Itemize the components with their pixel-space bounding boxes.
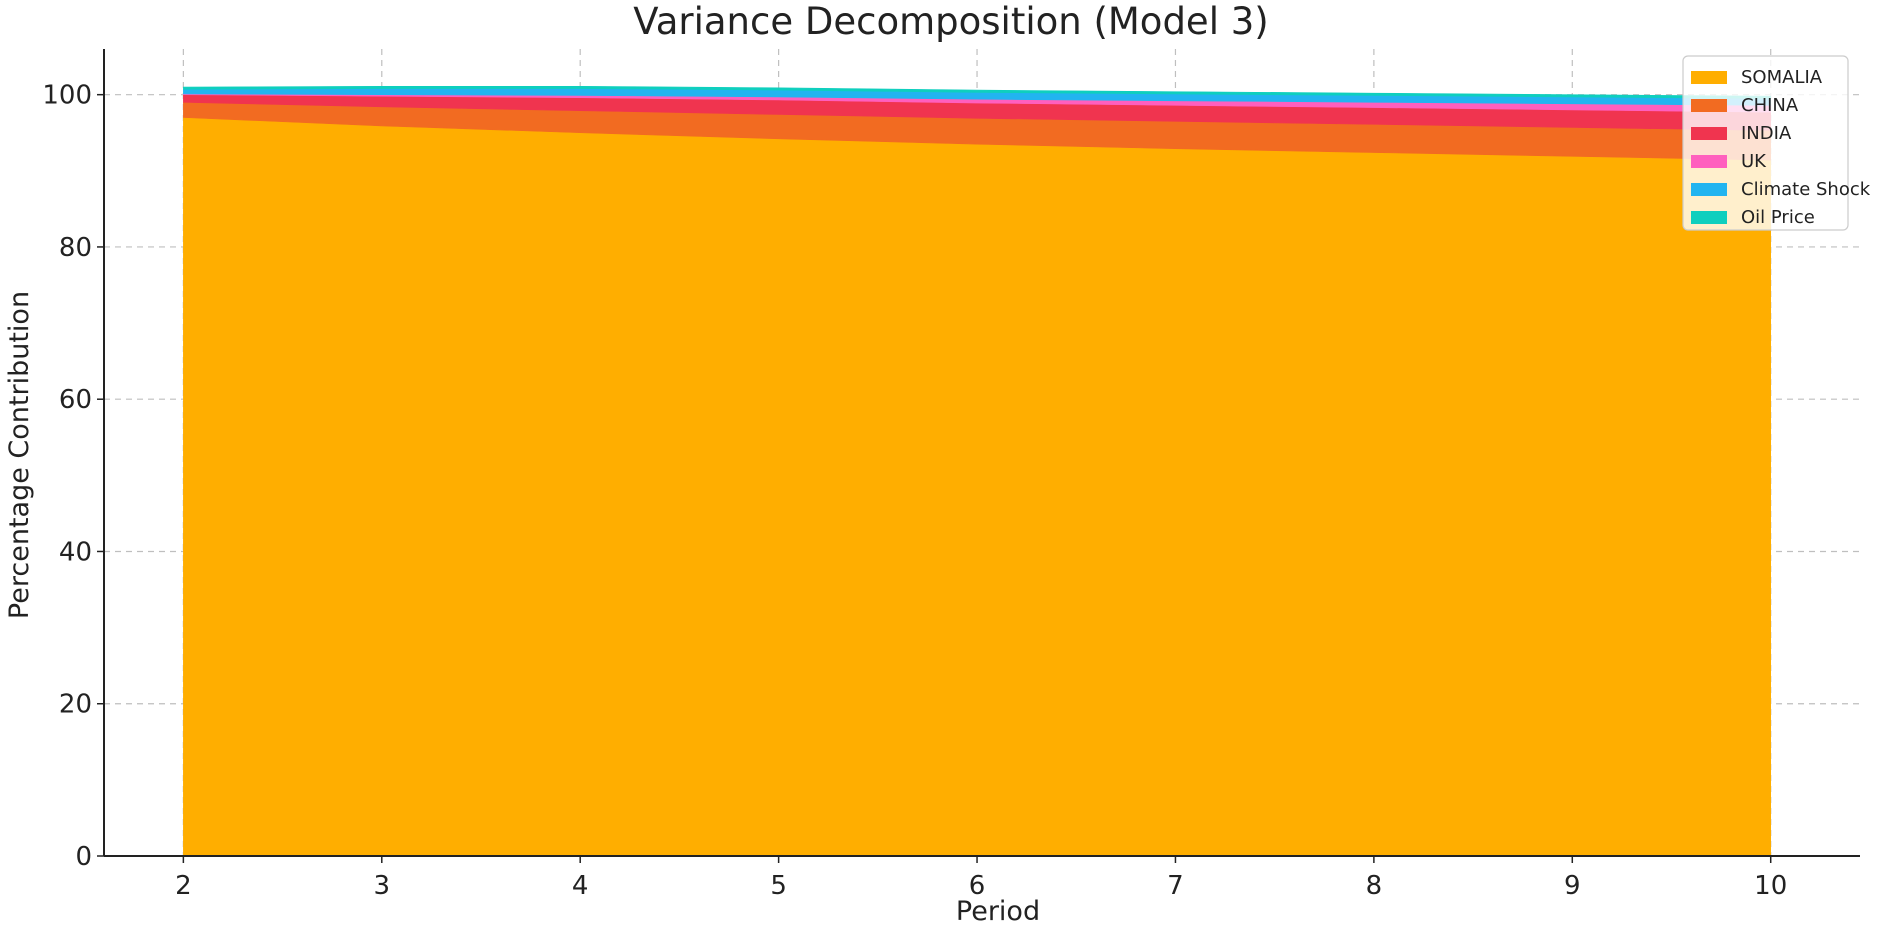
x-tick-label: 5 [770,871,787,901]
y-tick-label: 20 [59,690,92,720]
y-tick-label: 40 [59,537,92,567]
chart-title: Variance Decomposition (Model 3) [633,0,1268,43]
x-tick-label: 2 [175,871,192,901]
y-tick-label: 0 [75,842,92,872]
legend-swatch-climate-shock [1691,183,1727,196]
x-tick-label: 6 [969,871,986,901]
legend-label-uk: UK [1741,151,1767,172]
legend-swatch-india [1691,127,1727,140]
legend-label-climate-shock: Climate Shock [1741,179,1871,200]
legend-label-india: INDIA [1741,123,1792,144]
axes [103,49,1860,857]
legend-swatch-somalia [1691,71,1727,84]
legend-label-china: CHINA [1741,95,1799,116]
legend: SOMALIA CHINA INDIA UK Climate Shock Oil Pric… [1682,55,1871,231]
legend-label-oil-price: Oil Price [1741,207,1815,228]
legend-swatch-uk [1691,155,1727,168]
area-somalia [183,117,1772,857]
legend-label-somalia: SOMALIA [1741,67,1823,88]
x-tick-label: 7 [1167,871,1184,901]
legend-swatch-china [1691,99,1727,112]
x-axis-label: Period [956,896,1040,927]
y-tick-label: 60 [59,385,92,415]
x-tick-label: 4 [572,871,589,901]
x-tick-label: 3 [374,871,391,901]
x-tick-label: 10 [1754,871,1787,901]
y-axis-label: Percentage Contribution [4,291,35,619]
y-tick-label: 100 [42,81,92,111]
stacked-areas [183,86,1772,857]
x-tick-label: 8 [1366,871,1383,901]
legend-swatch-oil-price [1691,211,1727,224]
x-tick-label: 9 [1564,871,1581,901]
y-tick-label: 80 [59,233,92,263]
